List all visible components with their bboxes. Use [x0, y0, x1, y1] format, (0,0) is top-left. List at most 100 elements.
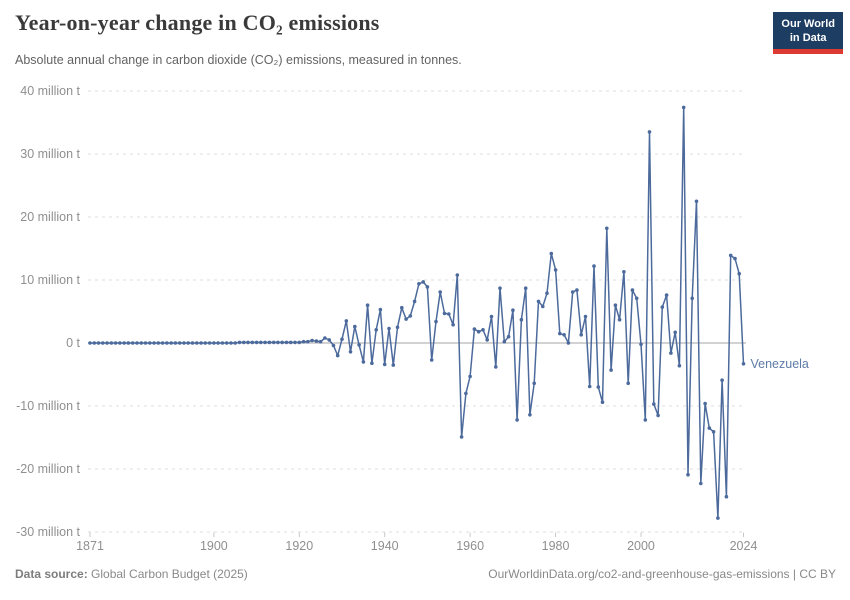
data-point — [728, 253, 733, 258]
data-point — [259, 340, 263, 345]
data-point — [459, 435, 464, 439]
data-point — [652, 402, 656, 406]
data-point — [605, 226, 609, 231]
data-point — [485, 338, 490, 342]
y-axis-label: 10 million t — [20, 273, 80, 287]
data-point — [617, 317, 622, 322]
data-point — [451, 322, 455, 327]
data-point — [306, 339, 310, 344]
data-point — [417, 282, 421, 286]
data-point — [681, 105, 686, 110]
data-point — [716, 516, 720, 520]
data-point — [280, 340, 285, 345]
x-axis-label: 2024 — [730, 539, 758, 553]
data-point — [570, 290, 575, 294]
data-point — [532, 381, 536, 386]
data-point — [639, 342, 643, 347]
data-point — [707, 426, 712, 430]
x-axis-label: 1871 — [76, 539, 104, 553]
data-point — [340, 337, 344, 342]
data-point — [88, 341, 92, 345]
data-point — [720, 378, 724, 383]
data-point — [677, 363, 682, 368]
x-axis-label: 1900 — [200, 539, 228, 553]
data-point — [523, 286, 528, 291]
y-axis-label: -30 million t — [16, 525, 80, 539]
data-point — [267, 340, 272, 345]
data-point — [391, 363, 396, 367]
x-axis-label: 1960 — [456, 539, 484, 553]
data-point — [246, 340, 250, 345]
data-point — [92, 341, 97, 345]
data-point — [566, 341, 571, 345]
data-point — [425, 285, 430, 289]
y-axis-label: 30 million t — [20, 147, 80, 161]
data-point — [741, 362, 746, 366]
data-line-venezuela[interactable] — [89, 106, 745, 519]
data-point — [216, 341, 220, 345]
x-axis-label: 1940 — [371, 539, 399, 553]
data-point — [575, 288, 579, 292]
data-point — [177, 341, 182, 345]
owid-logo[interactable]: Our World in Data — [773, 12, 843, 54]
data-point — [374, 328, 379, 332]
data-point — [690, 296, 694, 301]
data-point — [250, 340, 255, 345]
data-point — [541, 304, 545, 309]
data-point — [186, 341, 190, 345]
data-point — [229, 341, 233, 345]
y-axis-label: -20 million t — [16, 462, 80, 476]
data-point — [395, 325, 400, 330]
y-axis-label: 20 million t — [20, 210, 80, 224]
y-axis-label: 40 million t — [20, 84, 80, 98]
data-point — [118, 341, 122, 345]
data-point — [630, 288, 635, 292]
data-point — [553, 268, 558, 272]
data-point — [464, 391, 468, 396]
data-point — [152, 341, 156, 345]
y-axis-label: 0 t — [66, 336, 80, 350]
data-point — [297, 340, 302, 345]
entity-label[interactable]: Venezuela — [751, 357, 809, 371]
data-point — [545, 291, 549, 296]
data-point — [148, 341, 152, 345]
data-point — [686, 472, 690, 477]
data-point — [592, 264, 596, 268]
data-point — [344, 319, 349, 323]
data-point — [212, 341, 216, 345]
y-axis-label: -10 million t — [16, 399, 80, 413]
data-point — [664, 293, 669, 297]
data-point — [412, 299, 417, 304]
data-point — [130, 341, 135, 345]
data-point — [365, 303, 370, 308]
data-point — [353, 324, 357, 329]
data-point — [660, 305, 665, 309]
data-point — [370, 361, 374, 366]
data-point — [382, 362, 387, 367]
data-point — [314, 339, 319, 343]
data-point — [699, 481, 703, 486]
data-point — [301, 339, 306, 344]
data-point — [156, 341, 161, 345]
data-point — [609, 368, 613, 372]
x-axis-label: 1980 — [542, 539, 570, 553]
data-point — [733, 256, 737, 261]
owid-logo-line1: Our World — [781, 18, 835, 30]
data-point — [101, 341, 105, 345]
data-point — [135, 341, 139, 345]
data-point — [271, 340, 276, 345]
data-point — [203, 341, 208, 345]
data-point — [489, 314, 494, 319]
data-point — [220, 341, 225, 345]
data-point — [288, 340, 293, 345]
data-point — [242, 340, 246, 345]
data-point — [647, 130, 652, 134]
data-point — [182, 341, 186, 345]
data-point — [169, 341, 173, 345]
license-note[interactable]: OurWorldinData.org/co2-and-greenhouse-ga… — [488, 567, 836, 581]
data-point — [643, 418, 648, 422]
data-point — [694, 199, 699, 204]
data-point — [536, 299, 541, 304]
data-source-note: Data source: Global Carbon Budget (2025) — [15, 567, 248, 581]
